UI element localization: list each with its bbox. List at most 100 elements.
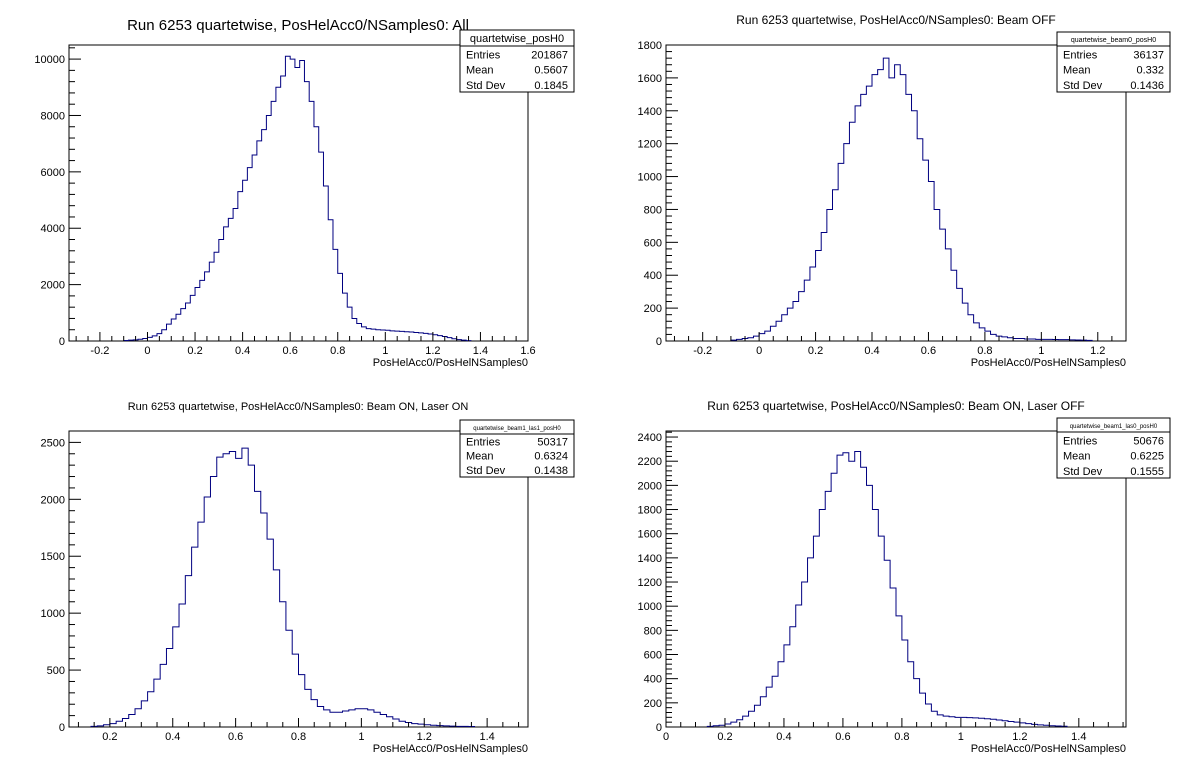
- x-tick-label: 0.2: [102, 731, 117, 743]
- x-tick-label: 0.6: [228, 731, 243, 743]
- y-tick-label: 10000: [34, 54, 65, 66]
- y-tick-label: 600: [644, 237, 662, 249]
- stats-entries-value: 50676: [1133, 435, 1164, 447]
- y-tick-label: 1000: [638, 172, 662, 184]
- x-tick-label: 1.4: [473, 345, 488, 357]
- x-tick-label: 0.8: [977, 345, 992, 357]
- y-tick-label: 1800: [638, 40, 662, 52]
- x-tick-label: 1: [1038, 345, 1044, 357]
- x-tick-label: 0.4: [235, 345, 250, 357]
- stats-box-frame: [459, 419, 575, 478]
- stats-box: quartetwise_beam0_posH0 Entries 36137 Mean 0…: [1056, 31, 1171, 93]
- x-tick-label: 0: [663, 731, 669, 743]
- stats-histogram-name: quartetwise_posH0: [470, 33, 564, 45]
- x-axis-label: PosHelAcc0/PosHelNSamples0: [971, 743, 1126, 755]
- stats-box: quartetwise_beam1_las0_posH0 Entries 50676…: [1056, 417, 1171, 479]
- x-tick-label: 0.8: [330, 345, 345, 357]
- stats-mean-value: 0.6225: [1130, 451, 1164, 463]
- y-tick-label: 800: [644, 625, 662, 637]
- x-tick-label: 0: [756, 345, 762, 357]
- y-tick-label: 1600: [638, 529, 662, 541]
- histogram-pad-1: Run 6253 quartetwise, PosHelAcc0/NSample…: [34, 17, 575, 369]
- stats-mean-label: Mean: [466, 65, 494, 77]
- stats-histogram-name: quartetwise_beam1_las1_posH0: [473, 426, 561, 432]
- stats-entries-label: Entries: [466, 49, 501, 61]
- plot-frame: [665, 430, 1127, 728]
- stats-box-frame: [1056, 31, 1171, 93]
- y-tick-label: 800: [644, 204, 662, 216]
- stats-mean-label: Mean: [1063, 65, 1091, 77]
- y-tick-label: 2000: [41, 494, 65, 506]
- stats-std-dev-label: Std Dev: [466, 465, 506, 477]
- histogram-pad-4: Run 6253 quartetwise, PosHelAcc0/NSample…: [638, 399, 1171, 755]
- y-tick-label: 1000: [41, 608, 65, 620]
- y-tick-label: 4000: [41, 223, 65, 235]
- x-axis-label: PosHelAcc0/PosHelNSamples0: [373, 357, 528, 369]
- x-tick-label: 1.4: [479, 731, 494, 743]
- stats-box: quartetwise_beam1_las1_posH0 Entries 50317…: [459, 419, 575, 478]
- histogram-line: [730, 57, 1093, 341]
- x-axis: 0.2 0.4 0.6 0.8 1 1.2 1.4PosHelAcc0/PosHelNSam…: [77, 718, 528, 755]
- stats-entries-value: 50317: [537, 436, 568, 448]
- histogram-pad-2: Run 6253 quartetwise, PosHelAcc0/NSample…: [638, 13, 1171, 369]
- y-tick-label: 1400: [638, 553, 662, 565]
- y-tick-label: 2000: [41, 280, 65, 292]
- stats-entries-value: 36137: [1133, 49, 1164, 61]
- y-tick-label: 2200: [638, 456, 662, 468]
- x-tick-label: 0: [144, 345, 150, 357]
- y-tick-label: 2000: [638, 480, 662, 492]
- x-tick-label: -0.2: [693, 345, 712, 357]
- plot-frame: [665, 44, 1127, 342]
- x-tick-label: 0.2: [808, 345, 823, 357]
- histogram-line: [90, 447, 476, 728]
- x-tick-label: 0.8: [291, 731, 306, 743]
- stats-std-dev-value: 0.1438: [534, 465, 568, 477]
- y-tick-label: 6000: [41, 167, 65, 179]
- x-tick-label: 1.2: [1090, 345, 1105, 357]
- stats-box-frame: [1056, 417, 1171, 479]
- chart-title: Run 6253 quartetwise, PosHelAcc0/NSample…: [128, 401, 469, 413]
- x-tick-label: 0.6: [283, 345, 298, 357]
- x-tick-label: 1.2: [425, 345, 440, 357]
- y-tick-label: 1000: [638, 601, 662, 613]
- stats-std-dev-value: 0.1845: [534, 80, 568, 92]
- chart-title: Run 6253 quartetwise, PosHelAcc0/NSample…: [736, 13, 1055, 27]
- y-tick-label: 600: [644, 650, 662, 662]
- y-tick-label: 500: [47, 665, 65, 677]
- y-tick-label: 2500: [41, 437, 65, 449]
- y-tick-label: 8000: [41, 110, 65, 122]
- x-tick-label: 1.6: [520, 345, 535, 357]
- x-tick-label: 0.8: [894, 731, 909, 743]
- stats-mean-value: 0.6324: [534, 451, 568, 463]
- chart-title: Run 6253 quartetwise, PosHelAcc0/NSample…: [127, 17, 469, 34]
- y-tick-label: 1400: [638, 106, 662, 118]
- stats-mean-value: 0.332: [1136, 65, 1164, 77]
- y-tick-label: 1200: [638, 577, 662, 589]
- x-tick-label: 1: [382, 345, 388, 357]
- stats-histogram-name: quartetwise_beam1_las0_posH0: [1070, 424, 1158, 430]
- x-axis-label: PosHelAcc0/PosHelNSamples0: [971, 357, 1126, 369]
- x-tick-label: 1.4: [1071, 731, 1086, 743]
- stats-std-dev-label: Std Dev: [466, 80, 506, 92]
- x-tick-label: -0.2: [90, 345, 109, 357]
- stats-std-dev-value: 0.1436: [1130, 80, 1164, 92]
- stats-std-dev-value: 0.1555: [1130, 466, 1164, 478]
- x-tick-label: 0.6: [921, 345, 936, 357]
- plot-frame: [68, 430, 529, 728]
- x-axis: -0.2 0 0.2 0.4 0.6 0.8 1 1.2PosHelAcc0/PosHelNS…: [673, 332, 1127, 369]
- x-tick-label: 0.2: [717, 731, 732, 743]
- y-tick-label: 2400: [638, 432, 662, 444]
- y-tick-label: 200: [644, 303, 662, 315]
- histogram-pad-3: Run 6253 quartetwise, PosHelAcc0/NSample…: [41, 401, 575, 755]
- y-tick-label: 1800: [638, 505, 662, 517]
- x-tick-label: 1: [958, 731, 964, 743]
- x-tick-label: 1.2: [1012, 731, 1027, 743]
- y-tick-label: 400: [644, 270, 662, 282]
- y-tick-label: 0: [656, 336, 662, 348]
- y-tick-label: 200: [644, 698, 662, 710]
- x-tick-label: 1: [358, 731, 364, 743]
- x-tick-label: 1.2: [417, 731, 432, 743]
- stats-box-frame: [459, 29, 575, 93]
- stats-mean-label: Mean: [466, 451, 494, 463]
